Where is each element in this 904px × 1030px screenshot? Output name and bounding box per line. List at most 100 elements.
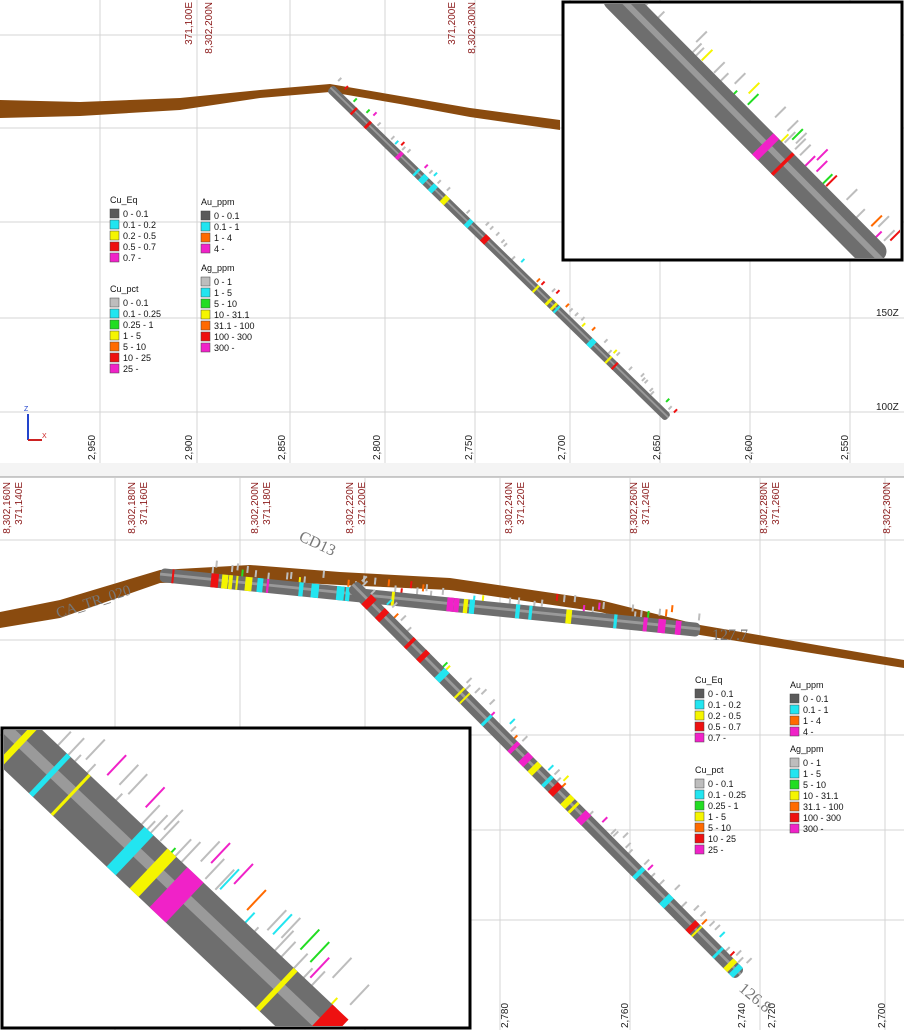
drill-hole — [4, 730, 370, 1026]
coordinate-label: 8,302,160N — [2, 482, 13, 534]
assay-tick — [230, 564, 234, 573]
legend-swatch — [789, 726, 800, 737]
assay-tick — [246, 889, 267, 911]
assay-tick — [372, 111, 378, 117]
inset-bottom-left-content — [4, 730, 370, 1026]
legend-label: 0.1 - 0.2 — [708, 700, 741, 710]
legend-label: 5 - 10 — [123, 342, 146, 352]
assay-tick — [643, 858, 650, 866]
legend-label: 10 - 25 — [708, 834, 736, 844]
assay-tick — [423, 163, 429, 169]
assay-tick — [85, 738, 106, 761]
assay-band — [244, 576, 253, 592]
assay-band — [565, 609, 573, 624]
legend-label: 0 - 0.1 — [123, 209, 149, 219]
legend-swatch — [200, 210, 211, 221]
assay-tick — [465, 677, 473, 684]
assay-band — [349, 107, 358, 116]
assay-band — [575, 810, 592, 826]
assay-band — [567, 801, 580, 814]
legend-swatch — [109, 363, 120, 374]
assay-tick — [267, 572, 270, 580]
legend-swatch — [200, 309, 211, 320]
legend-label: 1 - 4 — [803, 716, 821, 726]
coordinate-label: 8,302,280N — [759, 482, 770, 534]
assay-tick — [794, 138, 807, 151]
assay-band — [453, 687, 466, 699]
legend-label: 100 - 300 — [214, 332, 252, 342]
terrain-bottom — [0, 565, 904, 668]
legend-label: 0.1 - 0.2 — [123, 220, 156, 230]
assay-tick — [233, 863, 254, 885]
assay-band — [604, 355, 613, 364]
assay-tick — [597, 602, 601, 610]
assay-tick — [701, 49, 714, 62]
coordinate-label: 371,240E — [641, 482, 652, 525]
inset-top-right-content — [603, 4, 900, 258]
assay-band — [361, 594, 377, 610]
assay-band — [255, 967, 298, 1012]
assay-band — [294, 1004, 349, 1026]
assay-tick — [536, 277, 541, 283]
assay-tick — [565, 303, 570, 308]
legend-swatch — [694, 699, 705, 710]
assay-band — [129, 848, 177, 897]
assay-tick — [650, 390, 655, 396]
assay-tick — [521, 735, 529, 742]
assay-tick — [648, 387, 654, 393]
legend-swatch — [789, 779, 800, 790]
assay-tick — [574, 312, 579, 317]
coordinate-label: 371,200E — [357, 482, 368, 525]
assay-tick — [140, 804, 161, 826]
coordinate-label: 8,302,260N — [629, 482, 640, 534]
assay-tick — [147, 814, 169, 836]
legend-title: Cu_pct — [695, 765, 724, 775]
assay-tick — [266, 909, 287, 931]
legend-label: 0 - 1 — [214, 277, 232, 287]
legend-swatch — [789, 823, 800, 834]
assay-band — [632, 866, 646, 880]
assay-tick — [640, 372, 645, 378]
legend-swatch — [789, 812, 800, 823]
assay-tick — [394, 140, 399, 145]
legend-swatch — [109, 208, 120, 219]
coordinate-label: 8,302,200N — [204, 2, 215, 54]
assay-tick — [695, 30, 708, 43]
assay-band — [459, 692, 471, 705]
legend-swatch — [694, 688, 705, 699]
assay-tick — [799, 144, 812, 157]
assay-band — [586, 337, 597, 349]
assay-band — [28, 753, 71, 797]
legend-label: 0.1 - 1 — [803, 705, 829, 715]
assay-band — [227, 575, 234, 590]
assay-tick — [697, 613, 701, 621]
assay-tick — [465, 209, 471, 215]
assay-tick — [373, 577, 377, 585]
assay-tick — [272, 913, 293, 935]
legend-title: Au_ppm — [201, 197, 235, 207]
assay-tick — [394, 585, 397, 593]
hole-shine — [329, 86, 670, 419]
distance-label: 2,800 — [372, 435, 383, 460]
coordinate-label: 8,302,180N — [127, 482, 138, 534]
assay-tick — [219, 868, 240, 890]
assay-tick — [737, 956, 744, 964]
assay-tick — [464, 684, 472, 691]
assay-tick — [280, 917, 302, 939]
assay-band — [390, 591, 396, 606]
assay-band — [416, 649, 430, 664]
elevation-label: 100Z — [876, 402, 899, 413]
legend-swatch — [694, 789, 705, 800]
hole-shine — [351, 583, 742, 976]
assay-tick — [488, 698, 496, 706]
elevation-label: 150Z — [876, 308, 899, 319]
assay-tick — [870, 214, 883, 227]
assay-band — [50, 773, 91, 816]
legend-label: 5 - 10 — [708, 823, 731, 833]
coordinate-label: 371,160E — [139, 482, 150, 525]
assay-tick — [481, 595, 485, 603]
legend-label: 0 - 0.1 — [214, 211, 240, 221]
legend-swatch — [789, 715, 800, 726]
assay-tick — [106, 754, 127, 776]
assay-tick — [200, 840, 221, 863]
